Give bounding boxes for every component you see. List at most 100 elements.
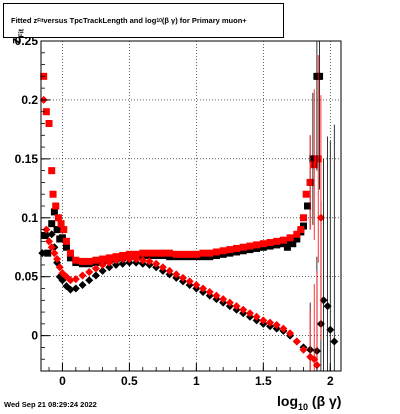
square-marker [304, 202, 312, 210]
square-marker [286, 234, 294, 242]
square-marker [266, 242, 274, 250]
square-marker [273, 241, 281, 249]
square-marker [57, 220, 65, 228]
title-prefix-subscript: Fit [37, 17, 44, 24]
square-marker [246, 242, 254, 250]
square-marker [297, 226, 305, 234]
square-marker [50, 208, 58, 216]
square-marker [192, 250, 200, 258]
y-tick-label: 0.05 [15, 270, 39, 284]
title-middle-subscript: 10 [156, 17, 162, 24]
square-marker [302, 190, 310, 198]
square-marker [85, 257, 93, 265]
square-marker [92, 256, 100, 264]
square-marker [45, 120, 53, 127]
square-marker [219, 250, 227, 258]
diamond-marker [286, 329, 295, 338]
y-axis-label-subscript: Fit [18, 28, 26, 38]
diamond-marker [42, 231, 51, 240]
diamond-marker [185, 277, 194, 286]
diamond-marker [112, 260, 120, 269]
diamond-marker [165, 266, 174, 275]
title-middle: versus TpcTrackLength and log [43, 16, 157, 25]
square-marker [48, 167, 56, 175]
square-marker [283, 243, 291, 251]
square-marker [66, 249, 74, 257]
square-marker [62, 243, 70, 251]
diamond-marker [272, 321, 281, 330]
square-marker [79, 257, 87, 265]
square-marker [233, 244, 241, 252]
y-tick-label: 0 [31, 329, 38, 343]
x-tick-label: 1 [193, 374, 200, 388]
square-marker [233, 248, 241, 256]
diamond-marker [58, 276, 67, 285]
timestamp-footer: Wed Sep 21 08:29:24 2022 [4, 400, 97, 409]
diamond-marker [299, 345, 308, 354]
square-marker [279, 240, 287, 248]
diamond-marker [232, 302, 241, 311]
x-tick-label: 2 [327, 374, 334, 388]
square-marker [49, 190, 57, 198]
diamond-marker [45, 237, 54, 246]
diamond-marker [55, 263, 64, 272]
x-tick-label: 0.5 [121, 374, 138, 388]
y-axis-label-main: z [8, 37, 23, 45]
diamond-marker [152, 259, 161, 268]
x-tick-label: 1.5 [255, 374, 272, 388]
square-marker [259, 240, 267, 248]
diamond-marker [50, 249, 59, 258]
square-marker [266, 239, 274, 247]
square-marker [206, 253, 214, 261]
square-marker [53, 226, 61, 234]
square-marker [72, 256, 80, 264]
x-axis-label-tail: (β γ) [308, 393, 342, 409]
square-marker [279, 236, 287, 244]
diamond-marker [245, 309, 254, 318]
square-marker [105, 254, 113, 262]
diamond-marker [266, 318, 275, 327]
diamond-marker [138, 256, 147, 265]
data-marks [38, 72, 339, 370]
diamond-marker [172, 270, 181, 279]
square-marker [99, 255, 107, 263]
square-marker [300, 214, 307, 222]
diamond-marker [58, 269, 67, 278]
diamond-marker [91, 264, 100, 273]
diamond-marker [85, 276, 94, 285]
square-marker [226, 246, 234, 254]
diamond-marker [192, 280, 201, 289]
square-marker [159, 249, 167, 257]
diamond-marker [98, 260, 107, 269]
square-marker [226, 249, 234, 257]
diamond-marker [98, 266, 107, 275]
diamond-marker [71, 284, 80, 293]
x-tick-label: 0 [59, 374, 66, 388]
x-axis-label-subscript: 10 [298, 401, 309, 412]
error-bars [309, 41, 335, 371]
diamond-marker [125, 255, 134, 264]
y-tick-label: 0.1 [21, 211, 38, 225]
square-marker [212, 252, 220, 259]
diamond-marker [85, 268, 94, 276]
diamond-marker [53, 255, 62, 264]
diamond-marker [105, 258, 114, 267]
diamond-marker [145, 257, 154, 266]
grid [41, 40, 341, 371]
square-marker [54, 214, 62, 222]
diamond-marker [199, 284, 208, 293]
diamond-marker [112, 256, 120, 265]
square-marker [139, 249, 147, 257]
diamond-marker [219, 295, 228, 304]
diamond-marker [47, 230, 56, 239]
square-marker [145, 249, 153, 257]
y-axis-label: zFit [8, 29, 26, 44]
square-marker [172, 250, 180, 258]
square-marker [199, 253, 207, 261]
square-marker [239, 243, 247, 251]
square-marker [66, 254, 74, 262]
diamond-marker [42, 225, 51, 234]
diamond-marker [279, 324, 288, 333]
square-marker [152, 249, 160, 257]
diamond-marker [212, 291, 221, 300]
